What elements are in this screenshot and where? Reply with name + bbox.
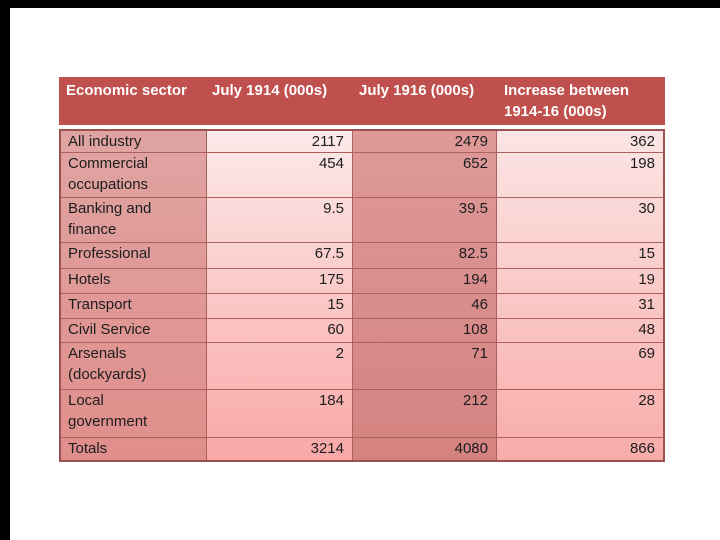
cell-sector: All industry <box>68 133 142 150</box>
cell-value: 31 <box>496 293 663 318</box>
cell-value: 866 <box>496 437 663 460</box>
cell-sector: Civil Service <box>61 318 206 342</box>
cell-value: 15 <box>206 293 352 318</box>
table-body: All industry 2117 2479 362 Commercial occupa… <box>59 129 665 462</box>
cell-value: 194 <box>352 268 496 293</box>
cell-value: 3214 <box>206 437 352 460</box>
cell-sector: Commercial occupations <box>61 152 206 197</box>
cell-value: 175 <box>206 268 352 293</box>
cell-value: 46 <box>352 293 496 318</box>
table-header-row: Economic sector July 1914 (000s) July 19… <box>59 77 665 125</box>
cell-value: 212 <box>352 389 496 437</box>
cell-sector: Totals <box>61 437 206 460</box>
cell-value: 2 <box>206 342 352 389</box>
cell-value: 67.5 <box>206 242 352 268</box>
cell-sector: Banking and finance <box>61 197 206 242</box>
cell-value: 652 <box>352 152 496 197</box>
letterbox-top-bar <box>0 0 720 8</box>
cell-value: 60 <box>206 318 352 342</box>
cell-value: 71 <box>352 342 496 389</box>
cell-value: 30 <box>496 197 663 242</box>
cell-sector: Hotels <box>61 268 206 293</box>
cell-value: 2117 <box>206 131 352 152</box>
column-header-july-1916: July 1916 (000s) <box>359 82 475 99</box>
cell-sector: Professional <box>61 242 206 268</box>
letterbox-left-bar <box>0 0 10 540</box>
cell-sector: Transport <box>61 293 206 318</box>
cell-value: 2479 <box>352 131 496 152</box>
cell-value: 184 <box>206 389 352 437</box>
cell-value: 82.5 <box>352 242 496 268</box>
cell-value: 9.5 <box>206 197 352 242</box>
cell-value: 15 <box>496 242 663 268</box>
column-header-economic-sector: Economic sector <box>66 82 187 99</box>
cell-value: 454 <box>206 152 352 197</box>
cell-sector: Local government <box>61 389 206 437</box>
column-header-increase: Increase between 1914-16 (000s) <box>504 82 630 120</box>
cell-value: 48 <box>496 318 663 342</box>
cell-sector: Arsenals (dockyards) <box>61 342 206 389</box>
cell-value: 19 <box>496 268 663 293</box>
column-header-july-1914: July 1914 (000s) <box>212 82 328 99</box>
cell-value: 4080 <box>352 437 496 460</box>
cell-value: 39.5 <box>352 197 496 242</box>
cell-value: 28 <box>496 389 663 437</box>
cell-value: 108 <box>352 318 496 342</box>
cell-value: 69 <box>496 342 663 389</box>
cell-value: 362 <box>496 131 663 152</box>
cell-value: 198 <box>496 152 663 197</box>
